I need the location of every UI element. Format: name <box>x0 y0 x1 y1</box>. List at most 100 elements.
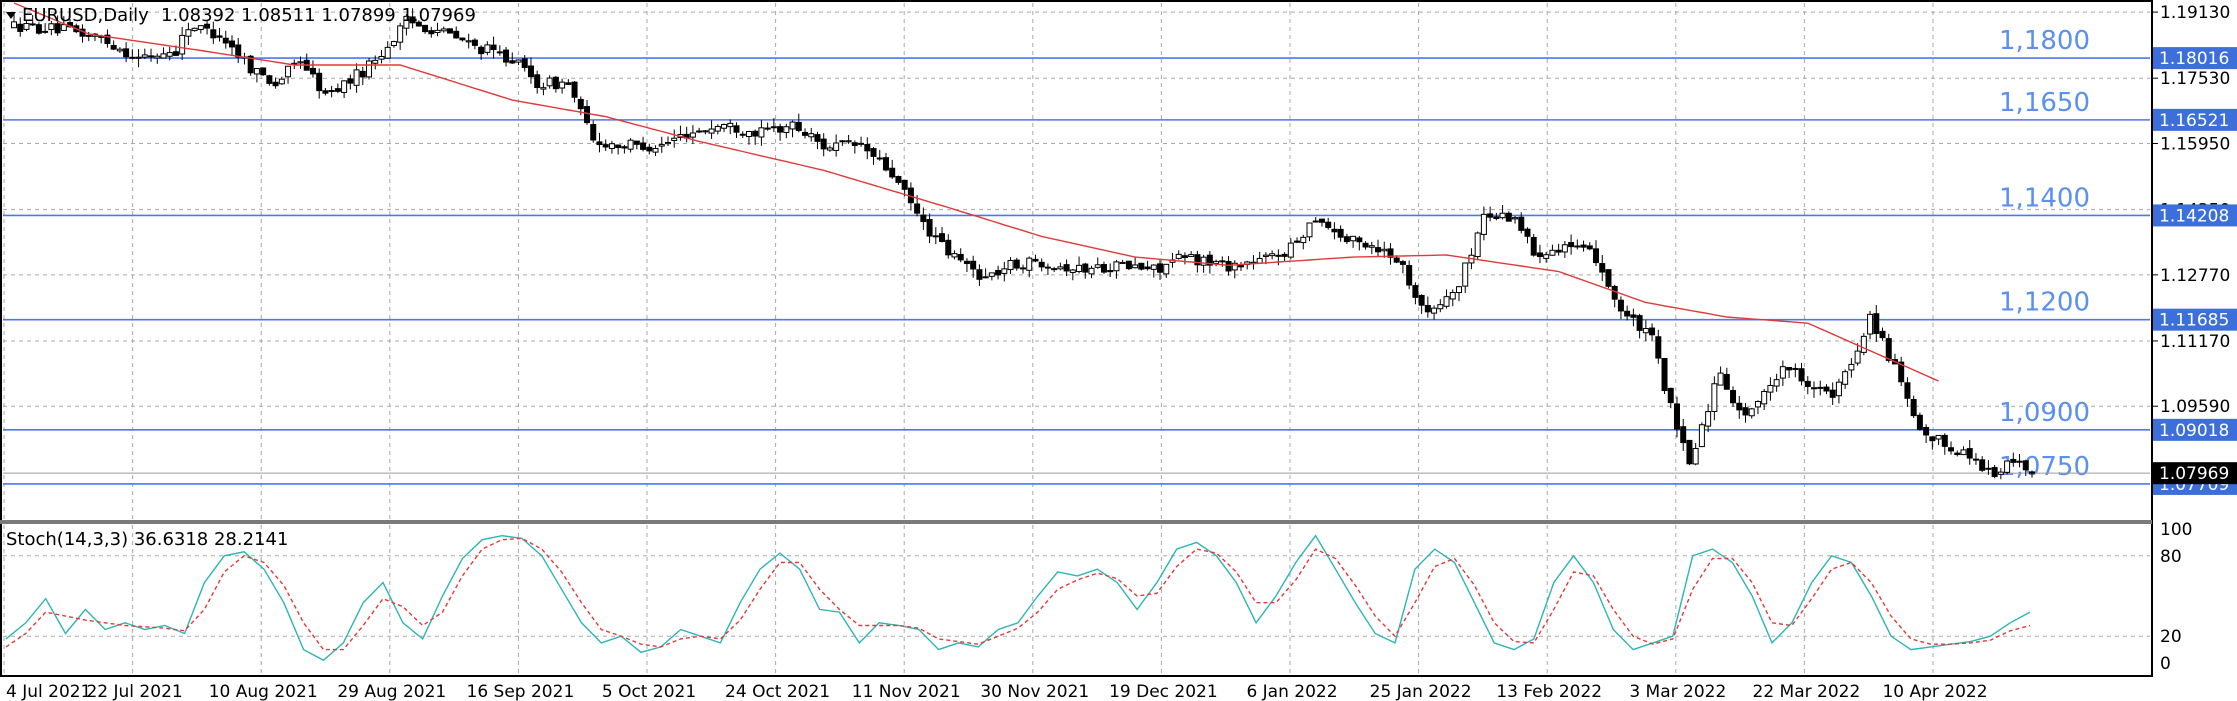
candle-body <box>1655 336 1662 359</box>
level-label: 1,1200 <box>1999 288 2090 318</box>
candle-body <box>366 60 373 78</box>
candle-body <box>1225 260 1232 272</box>
candle-body <box>920 214 927 223</box>
candle-body <box>640 142 647 150</box>
candle-body <box>347 78 354 84</box>
candle-body <box>1966 448 1973 459</box>
candle-body <box>1717 372 1724 386</box>
candle-body <box>1580 244 1587 248</box>
candle-body <box>415 21 422 27</box>
candle-body <box>802 131 809 136</box>
candle-body <box>378 56 385 60</box>
candle-body <box>148 55 155 58</box>
candle-body <box>1262 254 1269 257</box>
candle-body <box>353 69 360 86</box>
candle-body <box>1175 253 1182 259</box>
candle-body <box>1194 254 1201 266</box>
time-tick-label: 22 Mar 2022 <box>1753 682 1861 701</box>
candle-body <box>384 46 391 59</box>
candle-body <box>1449 291 1456 300</box>
candle-body <box>876 157 883 160</box>
candle-body <box>1954 452 1961 456</box>
candle-body <box>970 260 977 270</box>
candle-body <box>1798 368 1805 382</box>
candle-body <box>1312 220 1319 223</box>
candle-body <box>1231 262 1238 271</box>
candle-body <box>1256 257 1263 264</box>
time-tick-label: 4 Jul 2021 <box>6 682 91 701</box>
candle-body <box>565 82 572 85</box>
stoch-tick-label: 100 <box>2160 520 2192 540</box>
candle-body <box>914 203 921 214</box>
candle-body <box>696 130 703 133</box>
price-tags: 1.180161.165211.142081.116851.090181.077… <box>2153 47 2237 495</box>
moving-average <box>13 2 1939 382</box>
candle-body <box>440 28 447 32</box>
candle-body <box>1325 221 1332 228</box>
candle-body <box>1673 403 1680 430</box>
candle-body <box>1343 236 1350 243</box>
symbol-menu-triangle-icon[interactable] <box>6 12 16 19</box>
indicator-panel-frame <box>0 522 2153 677</box>
level-label: 1,1400 <box>1999 183 2090 213</box>
candle-body <box>945 239 952 256</box>
stoch-tick-label: 80 <box>2160 547 2182 567</box>
candle-body <box>459 37 466 41</box>
ohlc-values: 1.08392 1.08511 1.07899 1.07969 <box>161 5 476 26</box>
candle-body <box>932 235 939 238</box>
candle-body <box>210 29 217 39</box>
candle-body <box>185 29 192 37</box>
level-price-tag-text: 1.11685 <box>2159 311 2229 331</box>
candle-body <box>1773 379 1780 387</box>
candle-body <box>1287 242 1294 258</box>
candle-body <box>135 56 142 59</box>
candle-body <box>1487 213 1494 218</box>
candle-body <box>1424 304 1431 313</box>
candle-body <box>1275 254 1282 257</box>
time-tick-label: 16 Sep 2021 <box>467 682 575 701</box>
candle-body <box>1686 439 1693 465</box>
candle-body <box>1835 381 1842 397</box>
candle-body <box>1536 252 1543 258</box>
candle-body <box>48 23 55 31</box>
candle-body <box>1387 248 1394 258</box>
candle-body <box>123 48 130 58</box>
candle-body <box>1157 263 1164 273</box>
candle-body <box>882 157 889 171</box>
candle-body <box>664 141 671 145</box>
time-tick-label: 29 Aug 2021 <box>337 682 446 701</box>
candle-body <box>615 144 622 149</box>
candle-body <box>1100 264 1107 273</box>
candle-body <box>166 52 173 57</box>
stoch-signal-line <box>5 537 2031 651</box>
candle-body <box>1991 467 1998 478</box>
level-price-tag <box>2153 204 2237 227</box>
time-tick-label: 13 Feb 2022 <box>1496 682 1602 701</box>
candle-body <box>901 179 908 190</box>
candle-body <box>1624 310 1631 317</box>
candle-body <box>154 55 161 59</box>
candle-body <box>1381 248 1388 252</box>
candle-body <box>191 27 198 32</box>
candle-body <box>359 70 366 78</box>
candle-body <box>1113 261 1120 272</box>
candle-body <box>1879 330 1886 339</box>
candle-body <box>1786 367 1793 371</box>
candle-body <box>633 140 640 145</box>
candle-body <box>1462 262 1469 287</box>
candle-body <box>770 126 777 129</box>
candle-body <box>54 23 61 34</box>
candle-body <box>1107 270 1114 273</box>
candle-body <box>1867 313 1874 335</box>
candle-body <box>584 106 591 124</box>
candle-body <box>1811 387 1818 390</box>
time-tick-label: 10 Aug 2021 <box>209 682 318 701</box>
candle-body <box>1443 296 1450 307</box>
last-price-tag-text: 1.07969 <box>2159 464 2229 484</box>
last-price-tag <box>2153 462 2237 485</box>
time-tick-label: 11 Nov 2021 <box>852 682 961 701</box>
candle-body <box>1661 357 1668 392</box>
candle-body <box>1069 269 1076 273</box>
candle-body <box>1804 380 1811 387</box>
